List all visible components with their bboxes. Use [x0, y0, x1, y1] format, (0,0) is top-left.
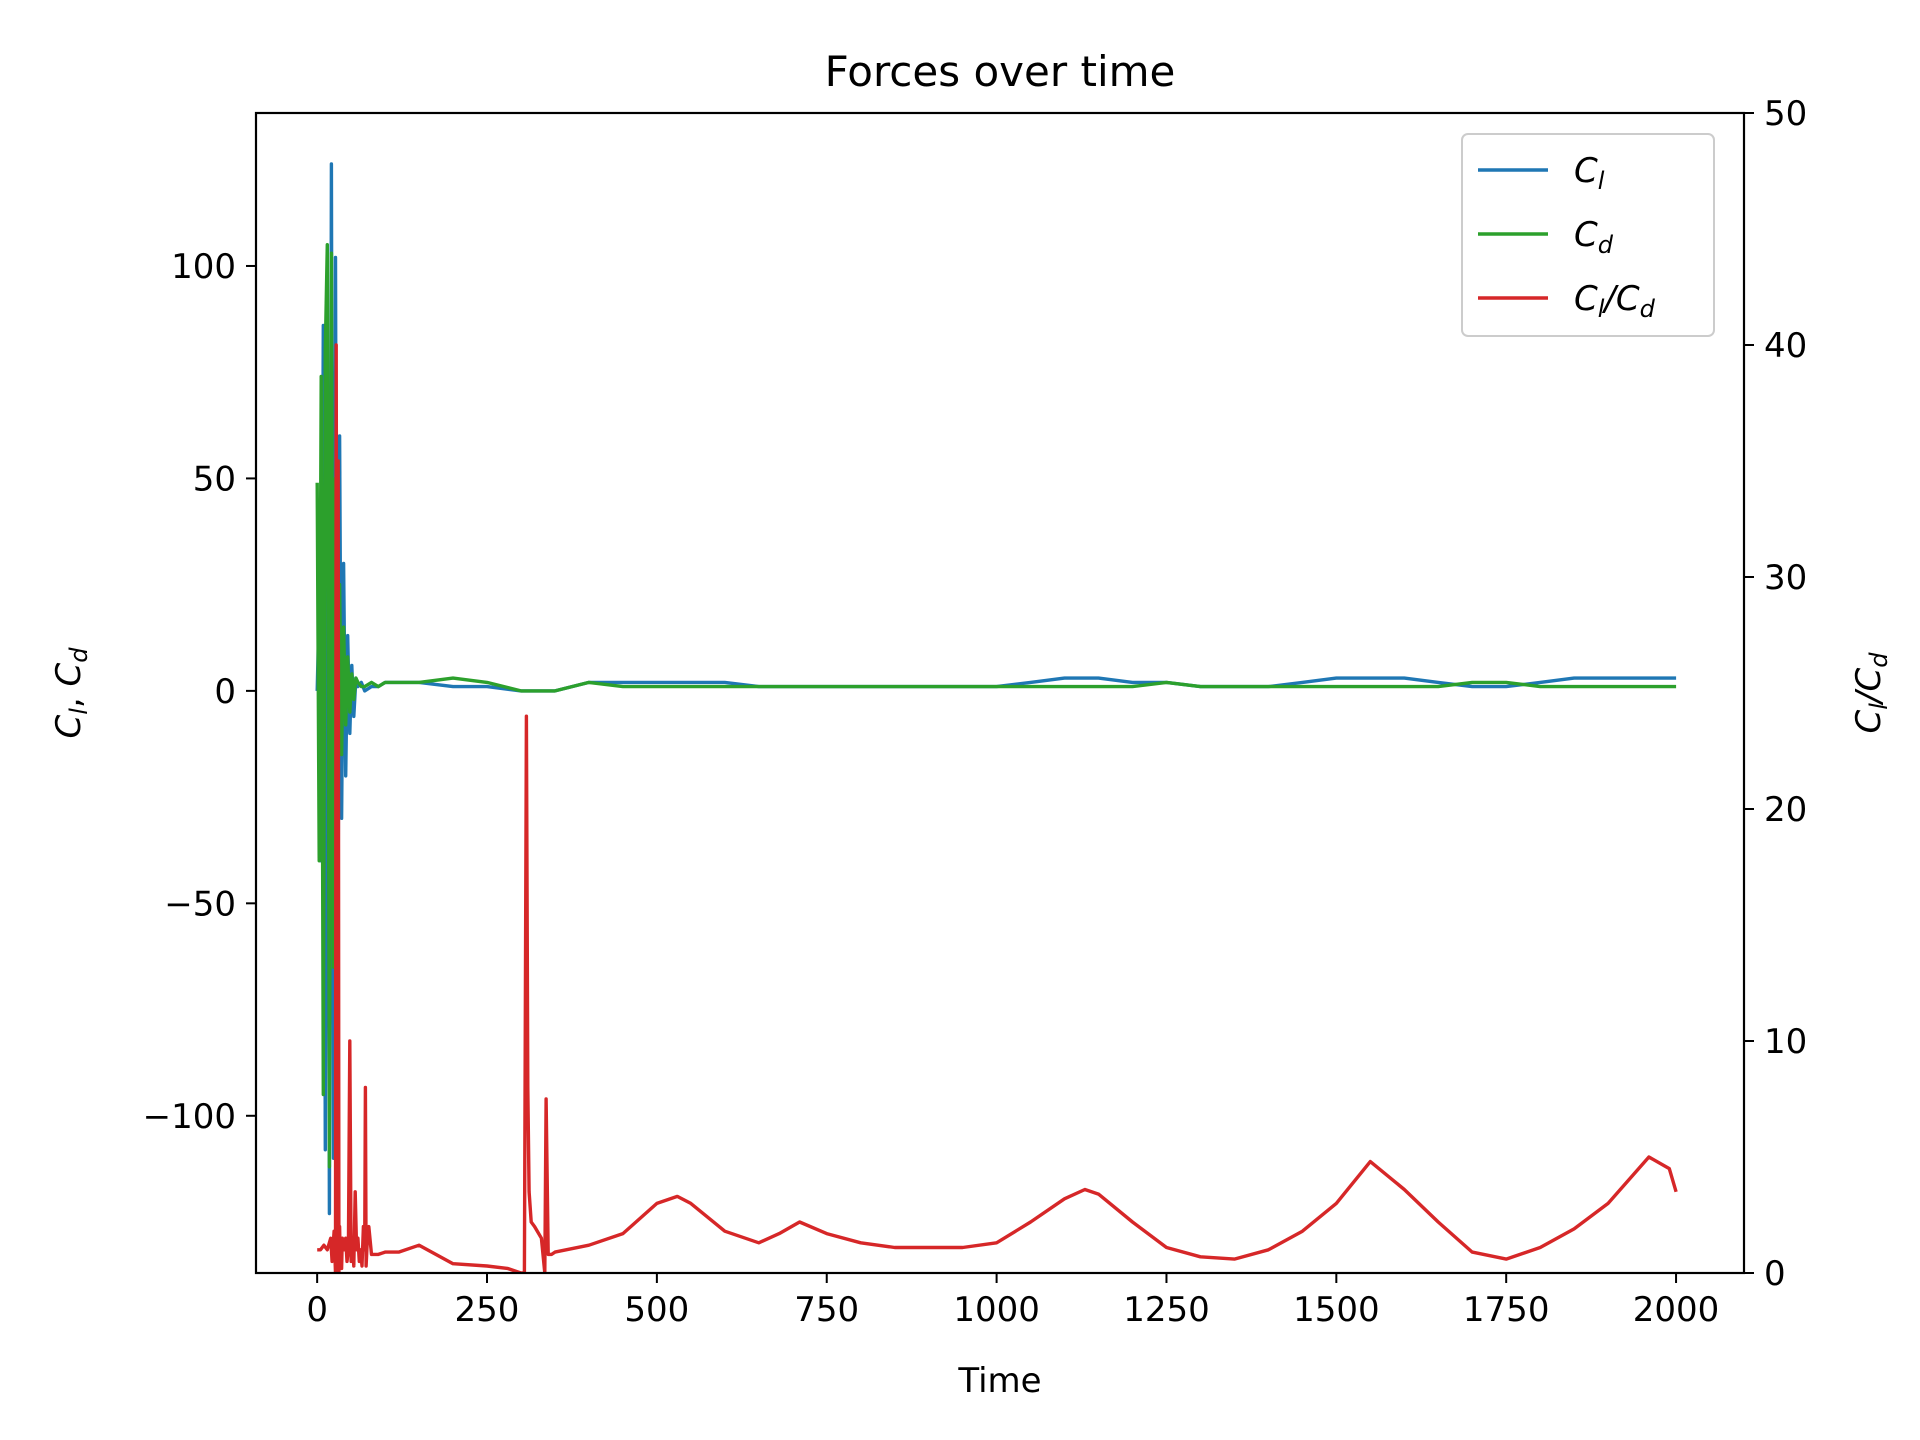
- y-right-tick-label: 20: [1764, 790, 1807, 830]
- plot-area: [315, 162, 1678, 1273]
- y-left-tick-label: 50: [193, 459, 236, 499]
- y-left-tick-label: 100: [171, 247, 236, 287]
- y-right-tick-label: 10: [1764, 1022, 1807, 1062]
- x-axis: 0 250 500 750 1000 1250 1500 1750 2000: [306, 1273, 1719, 1330]
- y-left-tick-label: 0: [214, 672, 236, 712]
- chart-title: Forces over time: [825, 47, 1176, 96]
- legend-box: [1461, 133, 1715, 337]
- x-tick-label: 1500: [1293, 1290, 1380, 1330]
- y-left-tick-label: −50: [164, 884, 236, 924]
- legend: Cl Cd Cl/Cd: [1461, 133, 1715, 337]
- x-tick-label: 500: [624, 1290, 689, 1330]
- x-tick-label: 250: [455, 1290, 520, 1330]
- x-tick-label: 0: [306, 1290, 328, 1330]
- y-axis-left: −100 −50 0 50 100: [143, 247, 256, 1137]
- y-left-tick-label: −100: [143, 1097, 236, 1137]
- x-tick-label: 750: [794, 1290, 859, 1330]
- legend-label: Cd: [1574, 215, 1614, 259]
- legend-label: Cl: [1574, 151, 1605, 195]
- legend-label: Cl/Cd: [1574, 279, 1656, 323]
- y-axis-label-left: Cl, Cd: [49, 647, 93, 739]
- y-axis-label-right: Cl/Cd: [1849, 652, 1893, 734]
- y-axis-right: 0 10 20 30 40 50: [1744, 94, 1807, 1294]
- y-right-tick-label: 50: [1764, 94, 1807, 134]
- x-tick-label: 1750: [1463, 1290, 1550, 1330]
- series-line-cd: [315, 243, 1677, 1169]
- y-right-tick-label: 40: [1764, 326, 1807, 366]
- x-tick-label: 1000: [953, 1290, 1040, 1330]
- x-tick-label: 1250: [1123, 1290, 1210, 1330]
- y-right-tick-label: 30: [1764, 558, 1807, 598]
- series-line-cl-cd: [317, 343, 1678, 1273]
- x-axis-label: Time: [957, 1361, 1041, 1401]
- x-tick-label: 2000: [1633, 1290, 1720, 1330]
- plot-frame: [254, 111, 1746, 1275]
- y-right-tick-label: 0: [1764, 1254, 1786, 1294]
